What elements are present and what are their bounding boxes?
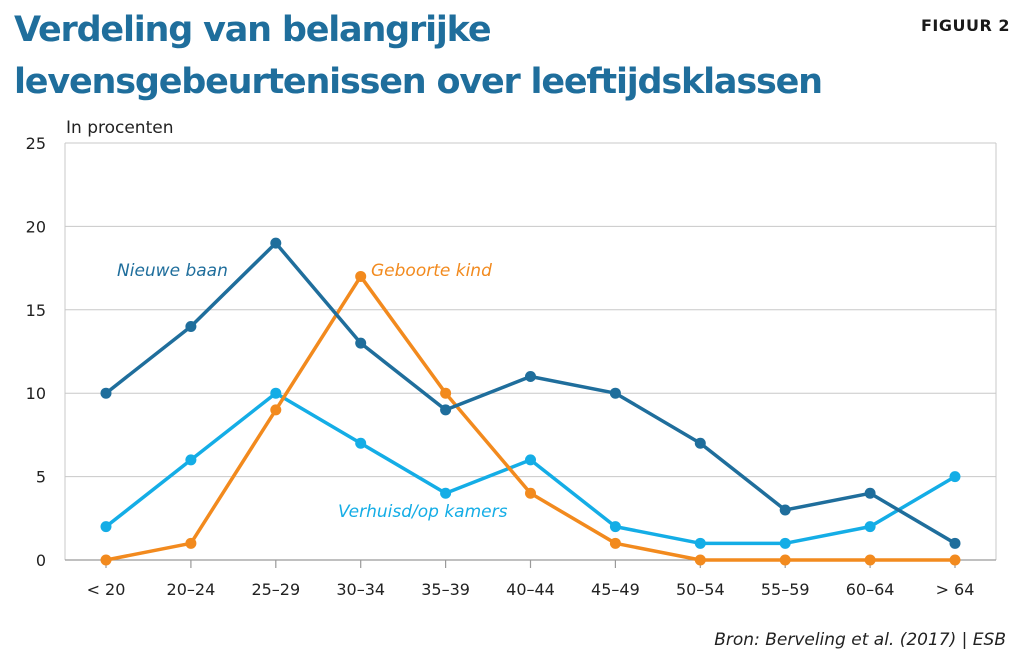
data-point-nieuwe-baan — [609, 387, 621, 399]
data-point-verhuisd-op-kamers — [609, 521, 621, 533]
y-axis-label: In procenten — [66, 118, 173, 138]
data-point-nieuwe-baan — [694, 437, 706, 449]
x-tick-label: 55–59 — [761, 580, 810, 599]
y-tick-label: 25 — [26, 134, 46, 153]
x-tick-label: 20–24 — [167, 580, 216, 599]
data-point-geboorte-kind — [185, 537, 197, 549]
y-tick-label: 10 — [26, 384, 46, 403]
x-tick-label: 45–49 — [591, 580, 640, 599]
data-point-nieuwe-baan — [355, 337, 367, 349]
data-point-geboorte-kind — [525, 487, 536, 499]
data-point-verhuisd-op-kamers — [185, 454, 197, 466]
series-label-nieuwe-baan: Nieuwe baan — [117, 261, 228, 281]
data-point-nieuwe-baan — [440, 404, 452, 416]
data-point-geboorte-kind — [949, 554, 961, 566]
data-point-verhuisd-op-kamers — [864, 521, 876, 533]
data-point-nieuwe-baan — [949, 537, 961, 549]
series-line-geboorte-kind — [105, 274, 955, 562]
source-note: Bron: Berveling et al. (2017) | ESB — [714, 630, 1006, 650]
data-point-verhuisd-op-kamers — [949, 471, 961, 483]
data-point-verhuisd-op-kamers — [779, 537, 791, 549]
data-point-nieuwe-baan — [779, 504, 791, 516]
data-point-verhuisd-op-kamers — [270, 387, 282, 399]
chart-title: Verdeling van belangrijke levensgebeurte… — [14, 10, 823, 102]
series-line-verhuisd-op-kamers — [104, 391, 956, 546]
series-label-verhuisd-op-kamers: Verhuisd/op kamers — [338, 502, 508, 522]
x-tick-label: 25–29 — [251, 580, 300, 599]
x-tick-label: > 64 — [936, 580, 975, 599]
y-tick-label: 15 — [26, 301, 46, 320]
series-label-geboorte-kind: Geboorte kind — [371, 261, 492, 281]
data-point-verhuisd-op-kamers — [100, 521, 112, 533]
x-tick-label: 50–54 — [676, 580, 725, 599]
data-point-geboorte-kind — [864, 554, 876, 566]
data-point-geboorte-kind — [609, 537, 621, 549]
figure-label: FIGUUR 2 — [920, 16, 1010, 35]
y-tick-label: 5 — [36, 468, 46, 487]
y-tick-label: 20 — [26, 217, 46, 236]
data-point-verhuisd-op-kamers — [355, 437, 367, 449]
data-point-geboorte-kind — [440, 387, 452, 399]
data-point-nieuwe-baan — [525, 371, 536, 383]
data-point-verhuisd-op-kamers — [440, 487, 452, 499]
data-point-nieuwe-baan — [864, 487, 876, 499]
data-point-nieuwe-baan — [270, 237, 282, 249]
data-point-geboorte-kind — [100, 554, 112, 566]
data-point-verhuisd-op-kamers — [525, 454, 536, 466]
data-point-geboorte-kind — [355, 270, 367, 282]
data-point-verhuisd-op-kamers — [694, 537, 706, 549]
data-point-geboorte-kind — [694, 554, 706, 566]
x-tick-label: 35–39 — [421, 580, 470, 599]
x-tick-label: 30–34 — [336, 580, 385, 599]
y-tick-label: 0 — [36, 551, 46, 570]
data-point-geboorte-kind — [270, 404, 282, 416]
data-point-geboorte-kind — [779, 554, 791, 566]
x-tick-label: < 20 — [87, 580, 126, 599]
data-point-nieuwe-baan — [185, 320, 197, 332]
x-tick-label: 40–44 — [506, 580, 555, 599]
x-tick-label: 60–64 — [846, 580, 895, 599]
data-point-nieuwe-baan — [100, 387, 112, 399]
